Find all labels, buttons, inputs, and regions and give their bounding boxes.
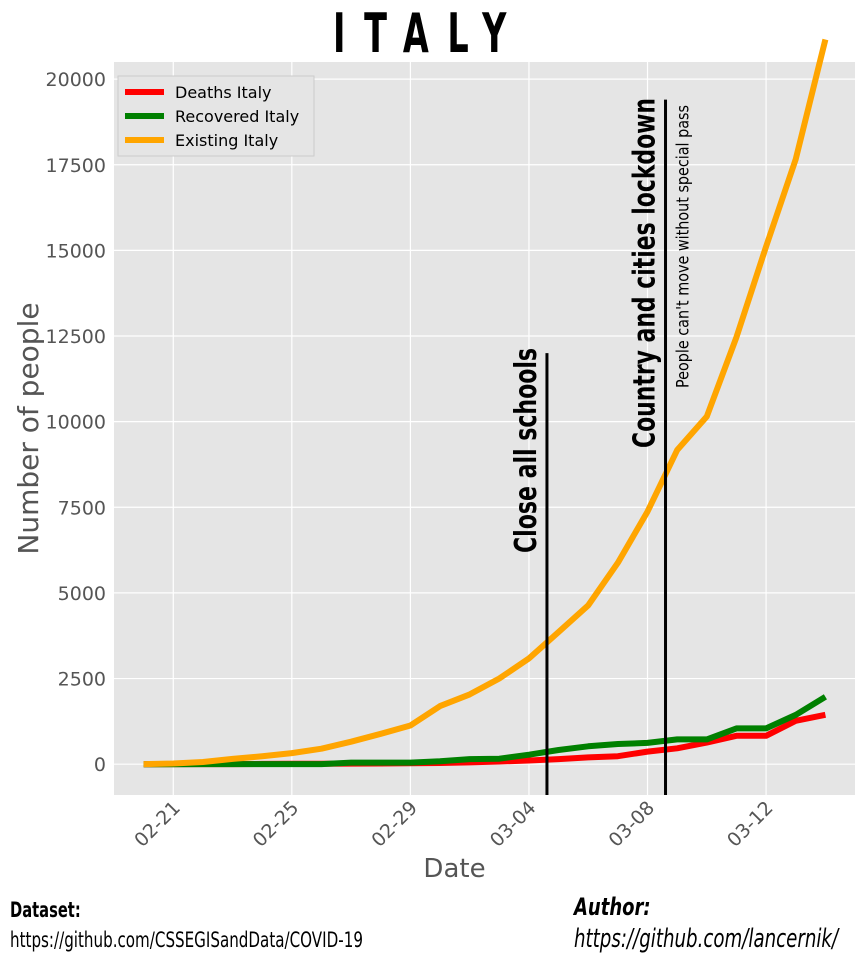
y-tick-label: 15000 bbox=[46, 240, 106, 262]
y-tick-label: 20000 bbox=[46, 69, 106, 91]
x-tick-label: 02-21 bbox=[130, 797, 185, 852]
legend-label: Deaths Italy bbox=[175, 83, 272, 102]
legend: Deaths Italy Recovered Italy Existing Ital… bbox=[117, 75, 315, 157]
chart-title: ITALY bbox=[333, 2, 525, 65]
x-tick-label: 03-04 bbox=[486, 797, 541, 852]
legend-label: Existing Italy bbox=[175, 131, 278, 150]
y-tick-label: 0 bbox=[94, 754, 106, 776]
dataset-url: https://github.com/CSSEGISandData/COVID-… bbox=[10, 928, 363, 952]
y-tick-label: 17500 bbox=[46, 155, 106, 177]
series-line bbox=[143, 38, 829, 768]
x-tick-label: 02-29 bbox=[367, 797, 422, 852]
y-tick-label: 10000 bbox=[46, 412, 106, 434]
x-tick-label: 02-25 bbox=[249, 797, 304, 852]
y-axis-label: Number of people bbox=[12, 302, 45, 554]
author-url: https://github.com/lancernik/ bbox=[574, 924, 839, 954]
annotation-sublabel: People can't move without special pass bbox=[674, 105, 694, 388]
y-tick-label: 2500 bbox=[58, 669, 106, 691]
x-axis-label: Date bbox=[423, 854, 485, 884]
annotation-label: Country and cities lockdown bbox=[628, 98, 663, 448]
legend-label: Recovered Italy bbox=[175, 107, 299, 126]
y-tick-label: 12500 bbox=[46, 326, 106, 348]
y-tick-label: 5000 bbox=[58, 583, 106, 605]
annotation-label: Close all schools bbox=[509, 348, 544, 553]
y-tick-label: 7500 bbox=[58, 497, 106, 519]
x-tick-label: 03-12 bbox=[723, 797, 778, 852]
dataset-label: Dataset: bbox=[10, 898, 81, 922]
x-tick-label: 03-08 bbox=[604, 797, 659, 852]
series-line bbox=[143, 694, 827, 768]
author-label: Author: bbox=[574, 893, 651, 921]
plot-background bbox=[114, 62, 855, 795]
